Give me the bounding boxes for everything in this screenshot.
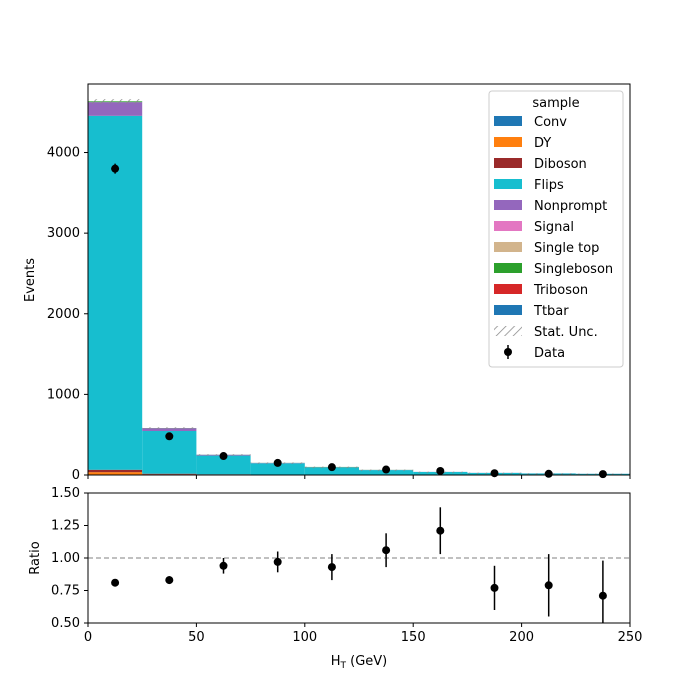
data-point [111,164,120,173]
bar-dy-bin-0 [88,472,143,475]
bar-diboson-bin-0 [88,469,143,473]
ratio-point [382,546,391,555]
data-point [219,452,228,461]
x-tick-label: 150 [401,630,426,645]
legend-swatch-nonprompt [494,200,522,210]
x-tick-label: 200 [509,630,534,645]
legend-label-conv: Conv [534,115,567,130]
legend-swatch-data [504,348,512,356]
main-y-tick-label: 1000 [47,387,80,402]
ratio-point [544,581,553,590]
legend-swatch-signal [494,221,522,231]
main-y-tick-label: 3000 [47,226,80,241]
ratio-point [111,578,120,587]
legend-swatch-diboson [494,158,522,168]
ratio-points [111,507,607,623]
legend-label-single-top: Single top [534,241,599,256]
data-point [327,463,336,472]
main-y-tick-label: 2000 [47,307,80,322]
legend-swatch-triboson [494,284,522,294]
legend-label-dy: DY [534,136,551,151]
ratio-y-tick-label: 1.25 [51,519,80,534]
bar-nonprompt-bin-0 [88,102,143,116]
data-points [111,163,607,479]
bar-flips-bin-2 [196,455,251,475]
legend-label-data: Data [534,346,565,361]
data-point [490,469,499,478]
ratio-point [490,583,499,592]
ratio-point [436,526,445,535]
ratio-point [165,576,174,585]
bar-flips-bin-0 [88,115,143,470]
legend-swatch-singleboson [494,263,522,273]
ratio-point [327,563,336,572]
legend-label-ttbar: Ttbar [533,304,569,319]
main-x-ticks [87,475,631,479]
data-point [436,466,445,475]
stat-unc-bin-0 [88,99,143,104]
legend-title: sample [532,96,579,111]
legend-label-flips: Flips [534,178,564,193]
ratio-y-tick-label: 1.00 [51,551,80,566]
bar-flips-bin-3 [250,463,305,475]
legend-label-nonprompt: Nonprompt [534,199,607,214]
ratio-point [219,561,228,570]
bar-nonprompt-bin-1 [142,428,197,431]
x-tick-label: 250 [618,630,643,645]
data-point [382,465,391,474]
legend-label-stat-unc: Stat. Unc. [534,325,598,340]
x-tick-label: 50 [188,630,205,645]
data-point [544,469,553,478]
x-tick-label: 100 [292,630,317,645]
ratio-y-tick-label: 1.50 [51,486,80,501]
data-point [273,458,282,467]
ratio-point [598,591,607,600]
main-axes-frame [87,83,631,476]
legend-label-triboson: Triboson [533,283,588,298]
ratio-y-tick-label: 0.50 [51,616,80,631]
main-panel: 0 1000 2000 3000 4000 Events sample Conv DY Di… [23,83,631,483]
stat-unc-bin-1 [142,427,197,429]
legend-swatch-dy [494,137,522,147]
x-tick-label: 0 [84,630,92,645]
ratio-y-tick-label: 0.75 [51,584,80,599]
x-axis-label: HT (GeV) [331,654,388,671]
main-y-tick-label: 0 [72,468,80,483]
main-y-ticks: 0 1000 2000 3000 4000 [47,146,88,483]
legend-swatch-single-top [494,242,522,252]
legend-label-diboson: Diboson [534,157,587,172]
main-y-tick-label: 4000 [47,146,80,161]
ratio-y-axis-label: Ratio [28,541,43,574]
legend-swatch-conv [494,116,522,126]
data-point [598,470,607,479]
legend-frame [488,90,624,368]
ratio-y-ticks: 0.50 0.75 1.00 1.25 1.50 [51,486,88,631]
main-y-axis-label: Events [23,258,38,302]
legend-swatch-flips [494,179,522,189]
legend: sample Conv DY Diboson Flips Nonprompt Signal… [488,90,624,368]
ratio-panel: 0.50 0.75 1.00 1.25 1.50 0 50 100 150 200 250 Rat… [28,486,642,671]
bar-diboson-bin-1 [142,473,197,475]
legend-label-signal: Signal [534,220,574,235]
ratio-point [273,557,282,566]
legend-label-singleboson: Singleboson [534,262,613,277]
data-point [165,432,174,441]
legend-swatch-ttbar [494,305,522,315]
legend-swatch-stat-unc [494,326,522,336]
ratio-x-ticks: 0 50 100 150 200 250 [84,623,643,645]
